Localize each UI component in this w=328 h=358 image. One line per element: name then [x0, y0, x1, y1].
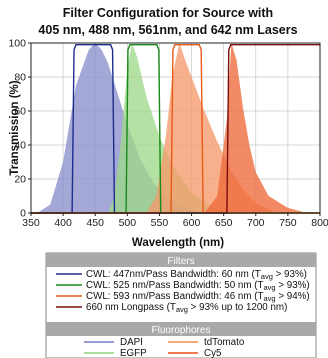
fluorophore-areas	[37, 43, 308, 213]
fluorophore-legend-entries: DAPI tdTomato EGFP Cy5	[84, 337, 245, 358]
plot-frame	[30, 42, 321, 214]
filter-lines	[31, 44, 320, 214]
x-tick-label: 500	[119, 217, 137, 229]
fluorophores-header-bar	[46, 322, 316, 336]
filter-line-1	[31, 44, 320, 214]
fluorophore-area-tdtomato	[146, 43, 276, 213]
y-tick-label: 40	[14, 140, 26, 152]
y-tick-label: 60	[14, 106, 26, 118]
fluorophores-header: Fluorophores	[152, 325, 211, 336]
chart-title-line2: 405 nm, 488 nm, 561nm, and 642 nm Lasers	[38, 23, 297, 37]
fluorophore-area-cy5	[204, 43, 308, 213]
x-ticks: 350 400 450 500 550 600 650 700 750 800	[22, 213, 328, 229]
filters-header-bar	[46, 253, 316, 267]
y-tick-label: 100	[8, 38, 26, 50]
x-tick-label: 800	[311, 217, 328, 229]
filter-legend-entries: CWL: 447nm/Pass Bandwidth: 60 nm (Tavg >…	[56, 269, 310, 314]
x-tick-label: 600	[183, 217, 201, 229]
filter-line-3	[31, 44, 320, 214]
filter-legend-label: 660 nm Longpass (Tavg > 93% up to 1200 n…	[86, 302, 287, 314]
x-tick-label: 550	[151, 217, 169, 229]
x-tick-label: 350	[22, 217, 40, 229]
filter-line-2	[31, 44, 320, 214]
fluorophore-area-egfp	[108, 43, 231, 213]
x-axis-label: Wavelength (nm)	[132, 237, 224, 249]
x-tick-label: 400	[54, 217, 72, 229]
filter-legend-label: CWL: 525 nm/Pass Bandwidth: 50 nm (Tavg …	[86, 280, 310, 292]
x-tick-label: 700	[247, 217, 265, 229]
chart-title-line1: Filter Configuration for Source with	[63, 6, 273, 20]
filters-header: Filters	[167, 256, 194, 267]
fluorophore-legend-label: DAPI	[120, 337, 143, 348]
y-tick-label: 80	[14, 72, 26, 84]
filter-legend-label: CWL: 447nm/Pass Bandwidth: 60 nm (Tavg >…	[86, 269, 307, 281]
y-axis-label: Transmission (%)	[9, 80, 21, 175]
fluorophore-legend-label: Cy5	[204, 348, 222, 358]
fluorophore-legend-label: EGFP	[120, 348, 147, 358]
fluorophore-area-dapi	[37, 43, 205, 213]
legend: Filters CWL: 447nm/Pass Bandwidth: 60 nm…	[45, 252, 317, 358]
y-tick-label: 20	[14, 174, 26, 186]
y-ticks: 0 20 40 60 80 100	[8, 38, 31, 220]
x-tick-label: 750	[279, 217, 297, 229]
fluorophore-legend-label: tdTomato	[204, 337, 245, 348]
x-tick-label: 650	[215, 217, 233, 229]
y-tick-label: 0	[20, 208, 26, 220]
filter-legend-label: CWL: 593 nm/Pass Bandwidth: 46 nm (Tavg …	[86, 291, 310, 303]
x-tick-label: 450	[86, 217, 104, 229]
